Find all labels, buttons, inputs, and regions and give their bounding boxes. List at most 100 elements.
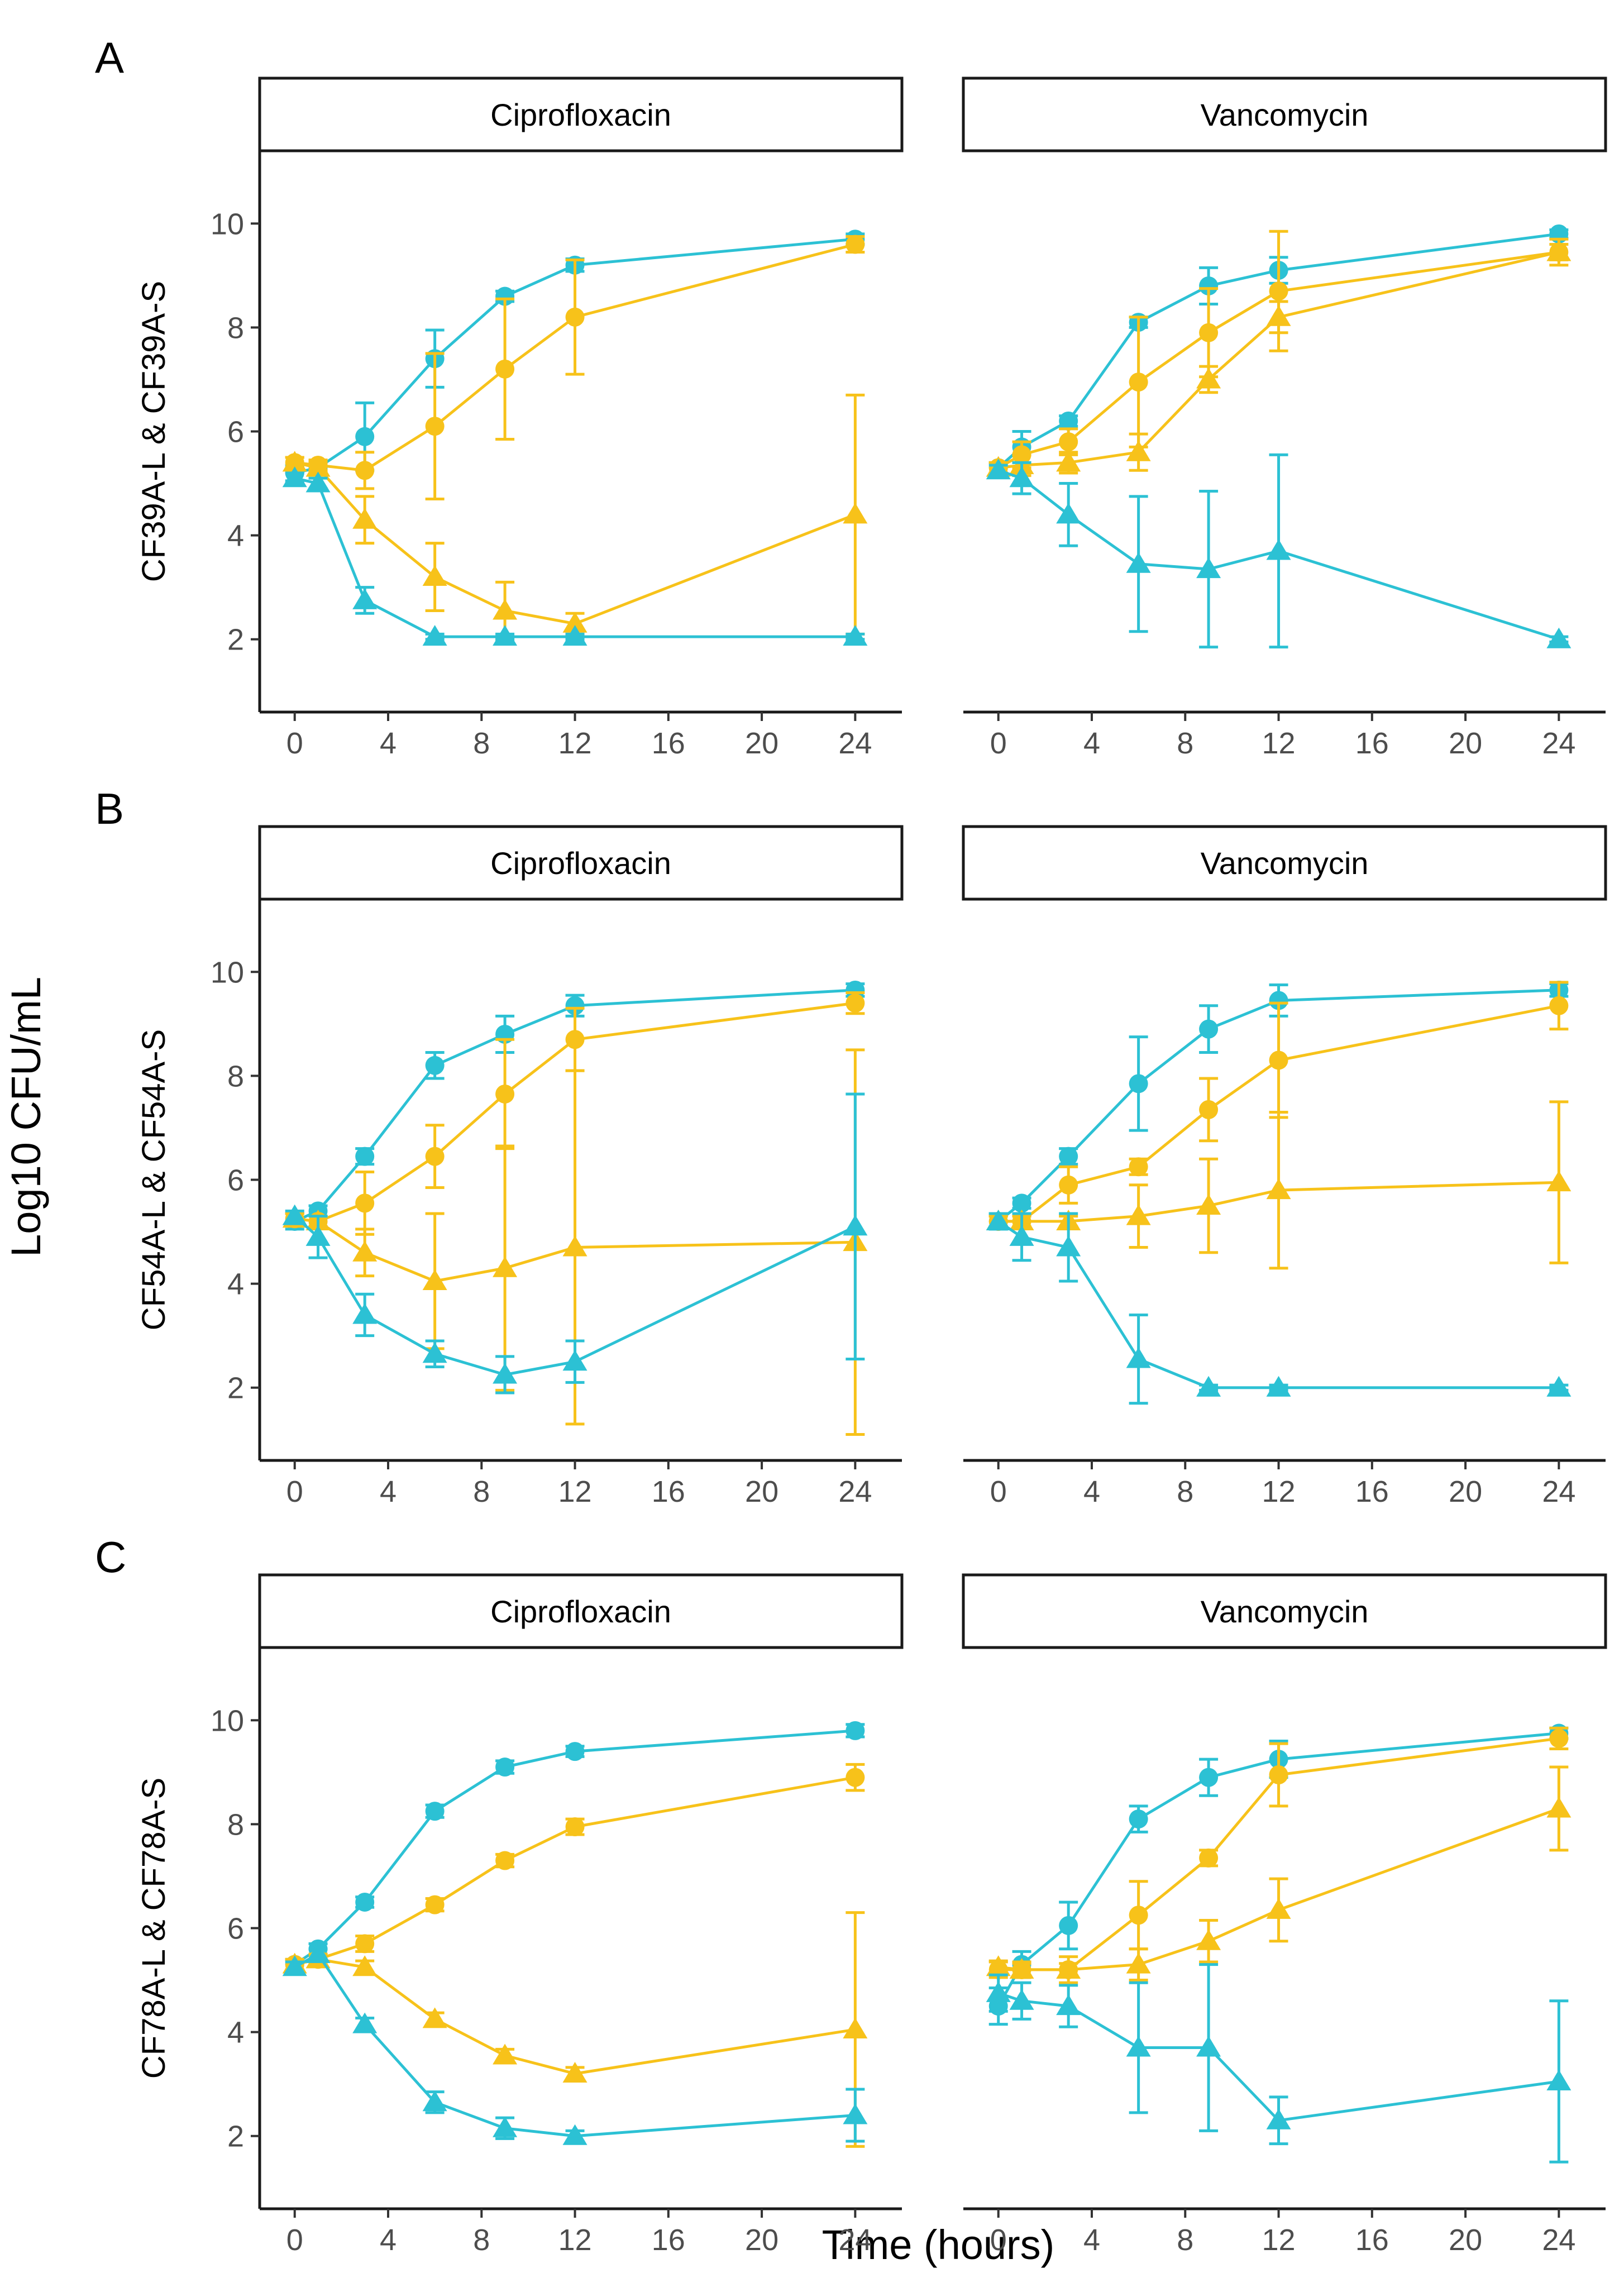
data-point-circle xyxy=(425,1895,445,1914)
x-tick-label: 20 xyxy=(745,2223,778,2257)
data-point-triangle xyxy=(1126,1204,1151,1225)
y-tick-label: 8 xyxy=(227,1059,244,1093)
data-point-triangle xyxy=(562,2124,587,2145)
strip-box xyxy=(258,1573,904,1649)
strip-label: Vancomycin xyxy=(1201,846,1369,881)
panel-letter: C xyxy=(95,1532,126,1582)
series-L-triangle xyxy=(986,453,1572,649)
data-point-triangle xyxy=(493,599,518,620)
x-tick-label: 20 xyxy=(745,1475,778,1508)
x-tick-label: 16 xyxy=(652,1475,685,1508)
x-tick-label: 4 xyxy=(1083,1475,1100,1508)
data-point-circle xyxy=(1549,1728,1569,1748)
data-point-circle xyxy=(355,1934,375,1954)
x-tick-label: 12 xyxy=(558,2223,592,2257)
data-point-circle xyxy=(1199,1768,1219,1787)
row-y-axis-label: CF78A-L & CF78A-S xyxy=(136,1778,172,2079)
x-tick-label: 12 xyxy=(1262,1475,1296,1508)
x-tick-label: 4 xyxy=(1083,2223,1100,2257)
data-point-triangle xyxy=(493,625,518,646)
data-point-circle xyxy=(425,1056,445,1075)
data-point-triangle xyxy=(282,1955,307,1976)
data-point-triangle xyxy=(986,1209,1011,1230)
data-point-circle xyxy=(495,286,515,306)
row-y-axis-label: CF39A-L & CF39A-S xyxy=(136,281,172,582)
data-point-triangle xyxy=(986,1981,1011,2002)
data-point-triangle xyxy=(422,1342,447,1363)
strip-label: Vancomycin xyxy=(1201,97,1369,132)
data-point-triangle xyxy=(843,503,868,524)
data-point-circle xyxy=(565,996,585,1015)
strip-box xyxy=(962,1573,1607,1649)
data-point-triangle xyxy=(562,625,587,646)
data-point-circle xyxy=(565,307,585,327)
data-point-circle xyxy=(565,1742,585,1761)
data-point-triangle xyxy=(843,1215,868,1236)
data-point-circle xyxy=(1269,1050,1288,1070)
y-tick-label: 10 xyxy=(211,207,244,241)
data-point-triangle xyxy=(1056,1994,1081,2016)
data-point-triangle xyxy=(422,2007,447,2028)
data-point-triangle xyxy=(843,625,868,646)
data-point-triangle xyxy=(1266,2108,1291,2129)
series-L-triangle xyxy=(986,1209,1572,1405)
data-point-triangle xyxy=(422,565,447,586)
data-point-circle xyxy=(565,1817,585,1837)
data-point-circle xyxy=(1129,1809,1148,1829)
data-point-circle xyxy=(1059,1916,1078,1935)
data-point-circle xyxy=(1269,991,1288,1010)
panel-letter: B xyxy=(95,784,124,833)
data-point-triangle xyxy=(1056,451,1081,472)
data-point-triangle xyxy=(1196,367,1221,389)
data-point-triangle xyxy=(422,625,447,646)
x-tick-label: 16 xyxy=(1355,727,1389,760)
data-point-triangle xyxy=(1056,1957,1081,1979)
x-tick-label: 12 xyxy=(1262,727,1296,760)
data-point-triangle xyxy=(1546,240,1572,261)
data-point-circle xyxy=(355,1193,375,1213)
data-point-triangle xyxy=(1196,1376,1221,1397)
x-tick-label: 0 xyxy=(990,727,1007,760)
data-point-triangle xyxy=(493,2116,518,2137)
data-point-circle xyxy=(495,1851,515,1870)
data-point-triangle xyxy=(1126,2036,1151,2057)
data-point-circle xyxy=(1129,1906,1148,1925)
data-point-triangle xyxy=(1196,557,1221,579)
data-point-triangle xyxy=(1266,1178,1291,1200)
data-point-circle xyxy=(1269,281,1288,301)
strip-label: Ciprofloxacin xyxy=(490,1594,671,1629)
series-S-triangle xyxy=(986,1765,1572,1982)
x-tick-label: 12 xyxy=(558,727,592,760)
data-point-circle xyxy=(1269,1765,1288,1784)
x-tick-label: 24 xyxy=(838,1475,872,1508)
x-tick-label: 8 xyxy=(473,727,490,760)
data-point-circle xyxy=(846,1768,865,1787)
series-L-triangle xyxy=(986,1963,1572,2164)
data-point-circle xyxy=(355,427,375,446)
data-point-circle xyxy=(565,1030,585,1049)
data-point-triangle xyxy=(352,508,378,529)
data-point-triangle xyxy=(1056,503,1081,524)
x-tick-label: 20 xyxy=(1449,1475,1482,1508)
data-point-triangle xyxy=(986,459,1011,480)
data-point-circle xyxy=(1012,1193,1031,1213)
data-point-triangle xyxy=(282,1204,307,1225)
y-tick-label: 2 xyxy=(227,2120,244,2153)
x-tick-label: 8 xyxy=(1177,727,1193,760)
data-point-circle xyxy=(425,1802,445,1821)
row-y-axis-label: CF54A-L & CF54A-S xyxy=(136,1029,172,1330)
data-point-circle xyxy=(1059,411,1078,431)
data-point-triangle xyxy=(352,1240,378,1262)
data-point-circle xyxy=(495,359,515,379)
y-tick-label: 6 xyxy=(227,416,244,449)
data-point-circle xyxy=(355,1147,375,1166)
data-point-triangle xyxy=(1266,1898,1291,1919)
y-tick-label: 2 xyxy=(227,623,244,657)
x-tick-label: 12 xyxy=(558,1475,592,1508)
y-tick-label: 4 xyxy=(227,2016,244,2050)
